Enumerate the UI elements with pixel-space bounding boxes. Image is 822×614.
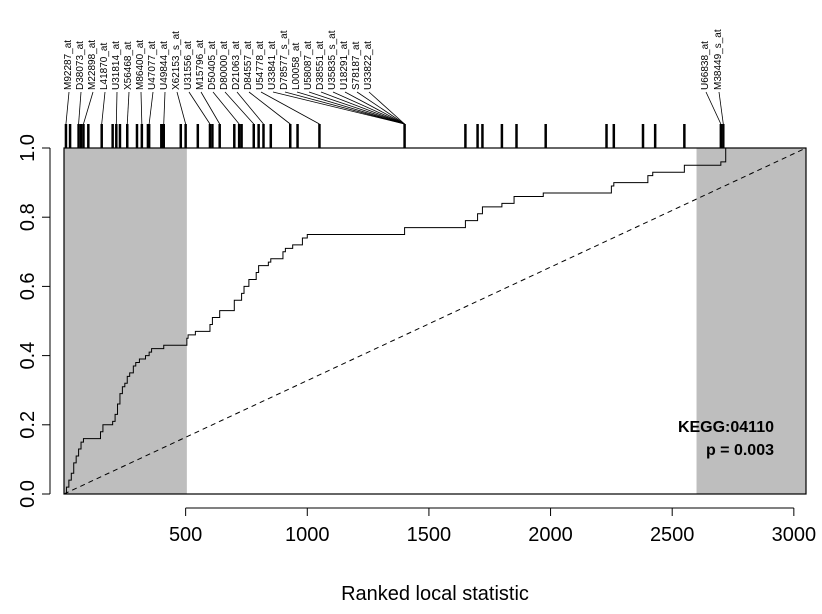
rug-leader-line	[115, 91, 118, 125]
rug-leader-line	[224, 91, 255, 125]
rug-label: M15796_at	[195, 40, 206, 90]
shaded-regions	[64, 148, 806, 494]
rug-leader-line	[308, 91, 405, 125]
rug-labels: M92287_at D38073_at M22898_at L41870_at U318…	[63, 29, 724, 125]
rug-leader-line	[65, 91, 70, 125]
rug-leader-line	[176, 91, 187, 125]
rug-leader-line	[83, 91, 94, 125]
y-tick-label: 1.0	[17, 134, 39, 162]
rug-leader-line	[296, 91, 405, 125]
rug-leader-line	[148, 91, 154, 125]
rug-label: X56468_at	[123, 41, 134, 90]
rug-label: D38551_at	[315, 41, 326, 90]
rug-label: M22898_at	[87, 40, 98, 90]
plot-frame	[63, 147, 807, 495]
rug-leader-line	[344, 91, 405, 125]
rug-label: U58087_at	[303, 41, 314, 90]
y-tick-label: 0.6	[17, 272, 39, 300]
rug-marks	[64, 124, 725, 148]
rug-label: D50405_at	[207, 41, 218, 90]
y-axis: 0.0 0.2 0.4 0.6 0.8 1.0	[17, 134, 51, 508]
rug-label: U49844_at	[159, 41, 170, 90]
rug-label: S78187_at	[351, 41, 362, 90]
rug-leader-line	[718, 91, 724, 125]
x-axis: 500 1000 1500 2000 2500 3000	[169, 507, 817, 546]
rug-label: U66838_at	[700, 41, 711, 90]
rug-leader-line	[705, 91, 722, 125]
rug-label: L41870_at	[99, 43, 110, 90]
rug-leader-line	[260, 91, 320, 125]
shaded-region	[64, 148, 187, 494]
rug-label: D38073_at	[75, 41, 86, 90]
rug-label: M92287_at	[63, 40, 74, 90]
rug-leader-line	[272, 91, 405, 125]
rug-leader-line	[140, 91, 143, 125]
rug-label: U35835_s_at	[327, 30, 338, 90]
rug-label: M38449_s_at	[713, 29, 724, 90]
rug-leader-line	[78, 91, 82, 125]
rug-leader-line	[101, 91, 106, 125]
rug-leader-line	[200, 91, 221, 125]
rug-label: U18291_at	[339, 41, 350, 90]
rug-label: M86400_at	[135, 40, 146, 90]
rug-leader-line	[163, 91, 166, 125]
annotation-line-1: KEGG:04110	[678, 419, 774, 436]
rug-leader-line	[332, 91, 405, 125]
rug-leader-line	[356, 91, 405, 125]
rug-label: U31814_at	[111, 41, 122, 90]
diagonal-reference-line	[63, 147, 807, 495]
rug-label: U47077_at	[147, 41, 158, 90]
rug-leader-line	[212, 91, 240, 125]
y-tick-label: 0.8	[17, 203, 39, 231]
rug-leader-line	[320, 91, 405, 125]
rug-leader-line	[126, 91, 130, 125]
rug-label: U54778_at	[255, 41, 266, 90]
rug-label: L00058_at	[291, 43, 302, 90]
x-tick-label: 3000	[772, 524, 817, 546]
annotation-line-2: p = 0.003	[706, 442, 774, 459]
rug-leader-line	[236, 91, 264, 125]
rug-label: D21063_at	[231, 41, 242, 90]
x-tick-label: 2000	[528, 524, 573, 546]
ecdf-step-line	[64, 148, 727, 495]
shaded-region	[696, 148, 806, 494]
x-tick-label: 2500	[650, 524, 695, 546]
y-tick-label: 0.0	[17, 480, 39, 508]
x-tick-label: 1500	[407, 524, 452, 546]
rug-leader-line	[368, 91, 405, 125]
x-tick-label: 500	[169, 524, 202, 546]
rug-label: X62153_s_at	[171, 31, 182, 90]
y-tick-label: 0.4	[17, 342, 39, 370]
rug-leader-line	[188, 91, 211, 125]
rug-label: U33841_at	[267, 41, 278, 90]
rug-label: U33822_at	[363, 41, 374, 90]
rug-label: D78577_s_at	[279, 30, 290, 90]
rug-label: U31556_at	[183, 41, 194, 90]
rug-label: D80000_at	[219, 41, 230, 90]
rug-label: D84557_at	[243, 41, 254, 90]
y-tick-label: 0.2	[17, 411, 39, 439]
rug-leader-line	[284, 91, 405, 125]
x-tick-label: 1000	[285, 524, 330, 546]
x-axis-title: Ranked local statistic	[341, 583, 529, 605]
rug-leader-line	[248, 91, 291, 125]
plot-lines	[63, 147, 807, 495]
